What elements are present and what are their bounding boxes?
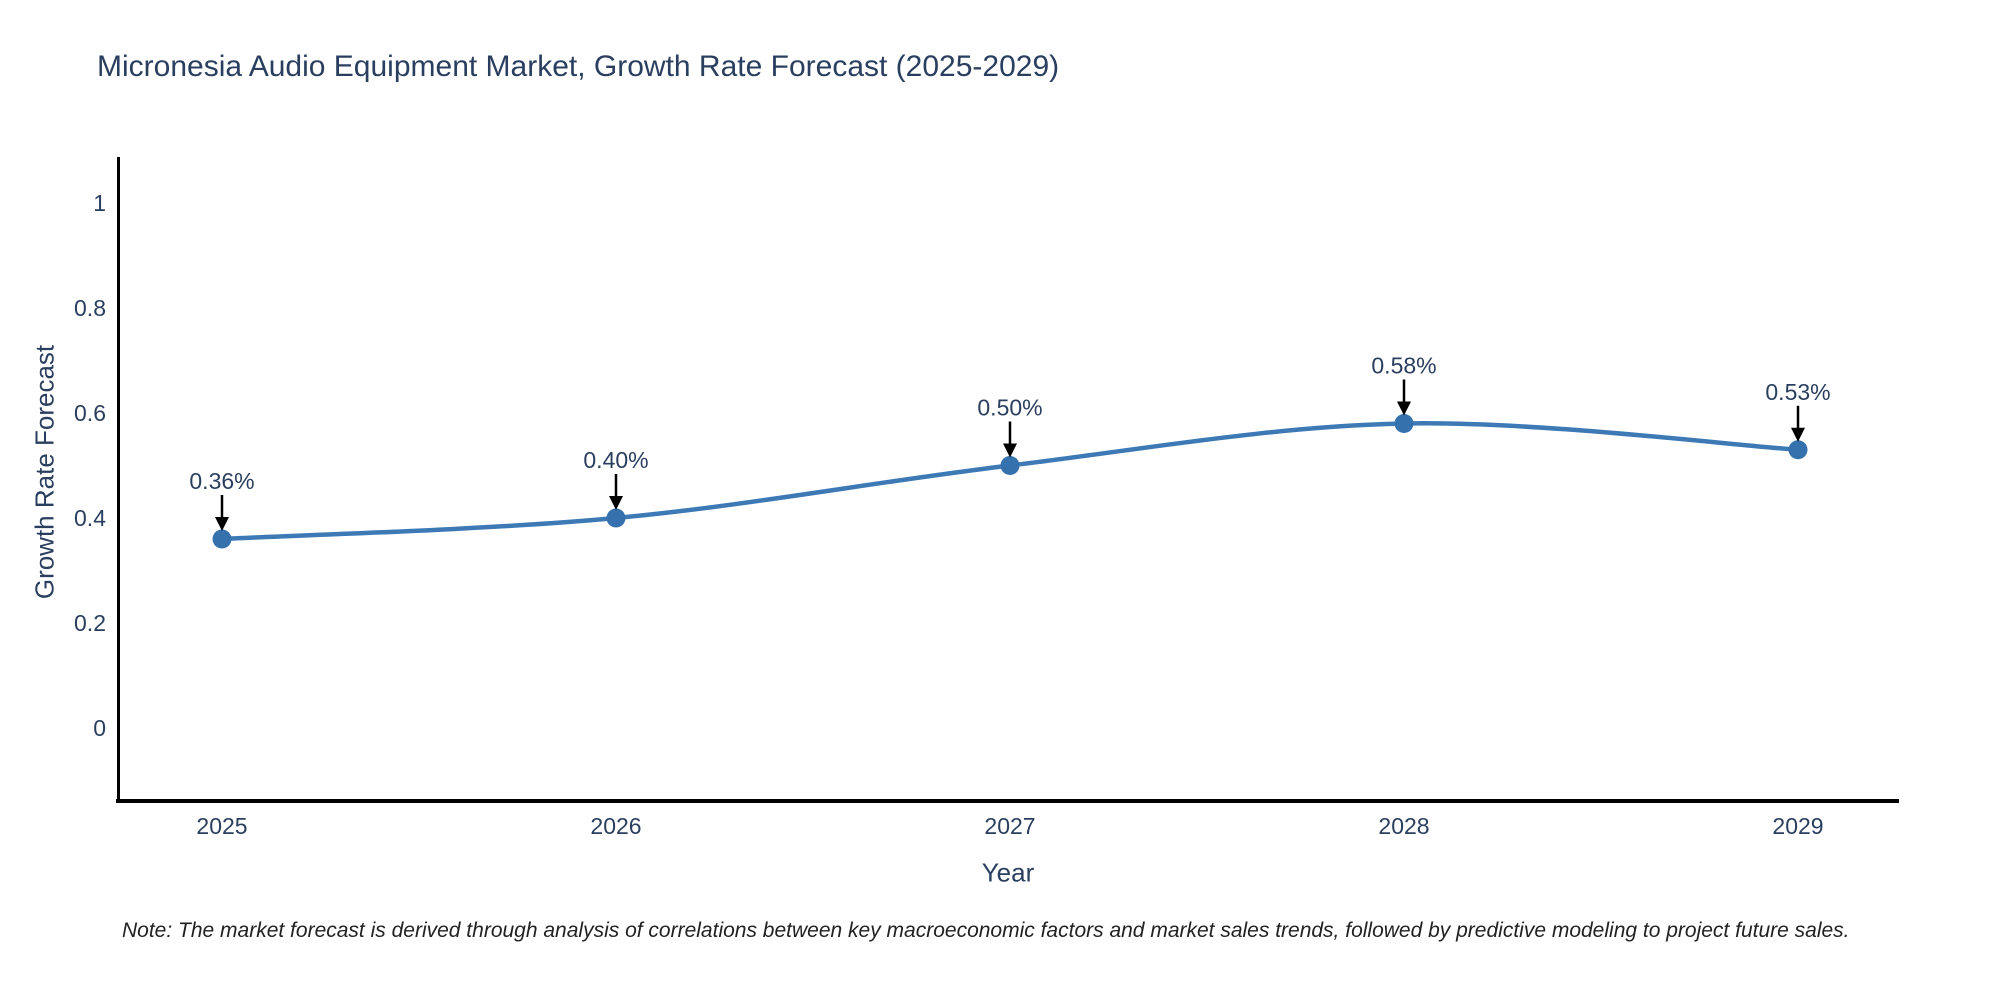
data-point-marker[interactable] — [1000, 456, 1020, 475]
x-tick-label: 2027 — [984, 813, 1035, 839]
y-axis-title: Growth Rate Forecast — [29, 344, 60, 600]
x-axis-title: Year — [981, 857, 1035, 888]
data-point-marker[interactable] — [1788, 440, 1808, 460]
annotation-label: 0.40% — [583, 447, 648, 473]
annotation-arrowhead-icon — [1397, 401, 1411, 416]
y-tick-label: 0 — [93, 715, 106, 741]
annotation-label: 0.58% — [1371, 353, 1436, 379]
annotation-arrowhead-icon — [1791, 427, 1805, 442]
annotation-arrowhead-icon — [215, 517, 229, 531]
data-point-marker[interactable] — [212, 529, 232, 549]
x-tick-label: 2029 — [1772, 813, 1823, 839]
y-tick-label: 0.2 — [74, 610, 106, 636]
y-tick-label: 0.8 — [74, 295, 106, 321]
y-tick-label: 1 — [93, 190, 106, 216]
x-tick-label: 2028 — [1378, 813, 1429, 839]
annotation-arrowhead-icon — [609, 496, 623, 510]
data-point-marker[interactable] — [606, 508, 626, 528]
y-tick-label: 0.6 — [74, 400, 106, 426]
annotation-arrowhead-icon — [1003, 443, 1017, 458]
data-point-marker[interactable] — [1394, 414, 1414, 433]
y-tick-label: 0.4 — [74, 505, 106, 531]
annotation-label: 0.36% — [189, 468, 254, 494]
footnote: Note: The market forecast is derived thr… — [122, 919, 1850, 942]
annotation-label: 0.50% — [977, 395, 1042, 421]
chart-title: Micronesia Audio Equipment Market, Growt… — [97, 50, 1060, 83]
x-tick-label: 2025 — [196, 813, 247, 839]
x-tick-label: 2026 — [590, 813, 641, 839]
annotation-label: 0.53% — [1765, 379, 1830, 405]
